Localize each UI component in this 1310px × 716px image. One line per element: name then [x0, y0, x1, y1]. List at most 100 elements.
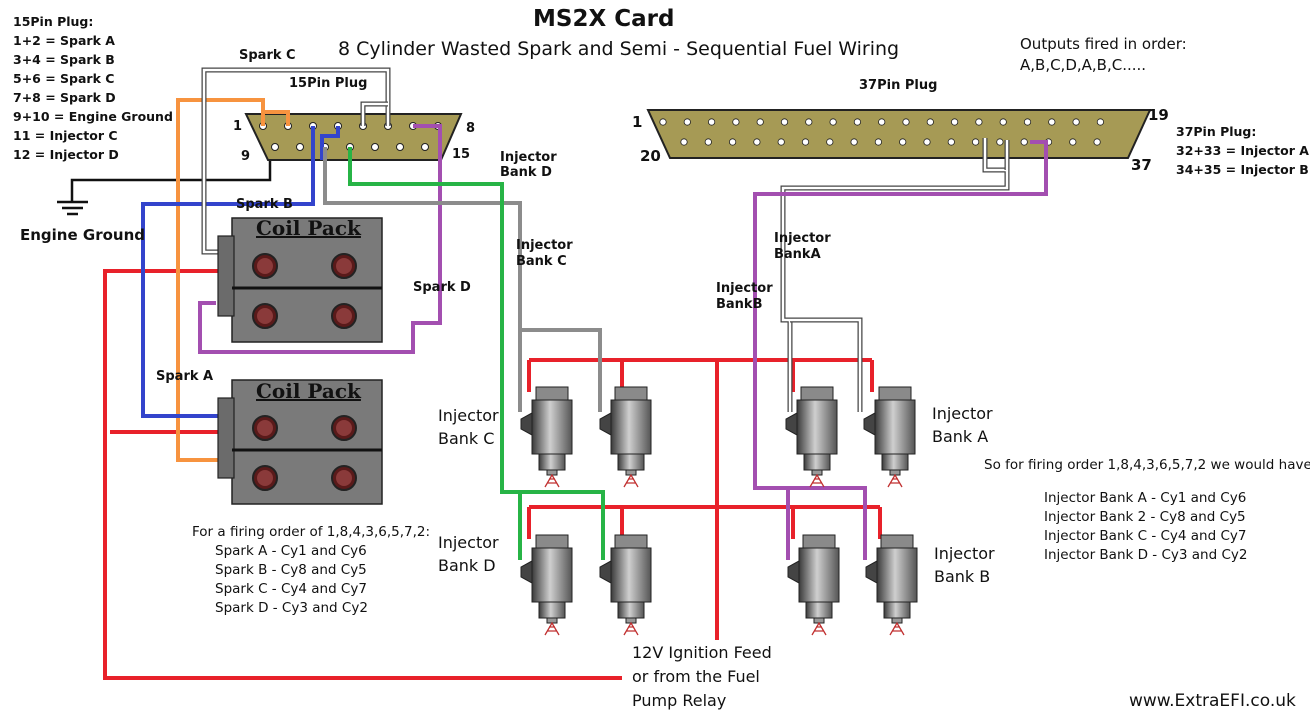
- label-line: Injector: [516, 238, 573, 253]
- bank-label-line: Bank C: [438, 429, 495, 448]
- bank-label-line: Injector: [438, 533, 499, 552]
- pin-37-bottom: [801, 138, 810, 146]
- label-spark-b: Spark B: [236, 197, 293, 212]
- pin-37-bottom: [874, 138, 883, 146]
- pin-37-bottom: [704, 138, 712, 146]
- pin-37-top: [683, 118, 691, 126]
- firing-line: Injector Bank C - Cy4 and Cy7: [1044, 528, 1247, 544]
- pin-37-bottom: [923, 138, 931, 146]
- injector-bank-a: [785, 386, 916, 488]
- pin-37-bottom: [996, 138, 1004, 146]
- label-line: BankA: [774, 247, 821, 262]
- legend-line: 37Pin Plug:: [1176, 124, 1257, 139]
- firing-line: Injector Bank 2 - Cy8 and Cy5: [1044, 509, 1246, 525]
- pin-37-bottom: [1020, 138, 1028, 146]
- feed-note-line: Pump Relay: [632, 691, 727, 710]
- firing-line: Spark D - Cy3 and Cy2: [215, 600, 368, 616]
- label-line: Bank C: [516, 254, 567, 269]
- connector-37pin: [646, 109, 1152, 159]
- outputs-note-line: Outputs fired in order:: [1020, 35, 1187, 53]
- label-line: Injector: [500, 150, 557, 165]
- pin-37-top: [780, 118, 789, 126]
- legend-line: 3+4 = Spark B: [13, 52, 115, 67]
- plug15-pin-1: 1: [233, 119, 243, 134]
- pin-37-bottom: [971, 138, 980, 146]
- legend-line: 1+2 = Spark A: [13, 33, 115, 48]
- pin-37-top: [1096, 118, 1105, 126]
- legend-line: 9+10 = Engine Ground: [13, 109, 173, 124]
- pin-37-bottom: [899, 138, 907, 146]
- page-title: MS2X Card: [533, 6, 675, 32]
- bank-d-label: Injector Bank D: [438, 531, 499, 577]
- feed-note: 12V Ignition Feed or from the Fuel Pump …: [632, 641, 772, 713]
- label-line: Bank D: [500, 165, 552, 180]
- plug37-label-text: 37Pin Plug: [859, 78, 938, 93]
- wire-spark-d: [198, 124, 442, 354]
- bank-b-label: Injector Bank B: [934, 542, 995, 588]
- label-injector-bank-c: Injector Bank C: [516, 238, 573, 270]
- bank-label-line: Injector: [932, 404, 993, 423]
- label-injector-bank-b: Injector BankB: [716, 281, 773, 313]
- label-injector-bank-a: Injector BankA: [774, 231, 831, 263]
- legend-line: 34+35 = Injector B: [1176, 162, 1309, 177]
- pin-37-bottom: [850, 138, 858, 146]
- label-spark-a: Spark A: [156, 369, 214, 384]
- page-subtitle: 8 Cylinder Wasted Spark and Semi - Seque…: [338, 38, 900, 60]
- website-link[interactable]: www.ExtraEFI.co.uk: [1129, 691, 1296, 711]
- firing-line: Injector Bank A - Cy1 and Cy6: [1044, 490, 1247, 506]
- plug15-label: 15Pin Plug: [289, 76, 368, 91]
- pin-37-bottom: [1093, 138, 1101, 146]
- wire-injector-b: [753, 140, 1048, 560]
- wire-injector-a: [780, 138, 1010, 412]
- power-wires-red: [103, 269, 882, 680]
- pin-37-top: [999, 118, 1007, 126]
- pin-37-top: [926, 118, 934, 126]
- plug15-legend: 15Pin Plug: 1+2 = Spark A 3+4 = Spark B …: [13, 12, 173, 164]
- pin-37-top: [829, 118, 837, 126]
- pin-37-bottom: [826, 138, 834, 146]
- legend-line: 7+8 = Spark D: [13, 90, 116, 105]
- outputs-note-line: A,B,C,D,A,B,C.....: [1020, 56, 1147, 74]
- injector-bank-c: [520, 386, 652, 488]
- label-line: Injector: [716, 281, 773, 296]
- pin-37-top: [853, 118, 862, 126]
- legend-line: 32+33 = Injector A: [1176, 143, 1309, 158]
- coil-pack-2-label: Coil Pack: [256, 379, 361, 403]
- label-spark-c: Spark C: [239, 48, 296, 63]
- pin-37-top: [805, 118, 813, 126]
- label-engine-ground: Engine Ground: [20, 226, 145, 244]
- feed-note-line: or from the Fuel: [632, 667, 760, 686]
- pin-37-top: [878, 118, 886, 126]
- firing-line: Injector Bank D - Cy3 and Cy2: [1044, 547, 1248, 563]
- pin-37-bottom: [753, 138, 761, 146]
- spark-firing-order: For a firing order of 1,8,4,3,6,5,7,2: S…: [192, 523, 430, 618]
- label-injector-bank-d: Injector Bank D: [500, 150, 557, 180]
- coil-pack-1-label: Coil Pack: [256, 216, 361, 240]
- plug15-pin-9: 9: [241, 149, 251, 164]
- pin-37-bottom: [728, 138, 737, 146]
- pin-37-top: [732, 118, 740, 126]
- wire-spark-b: [141, 126, 315, 418]
- pin-37-bottom: [777, 138, 785, 146]
- pin-37-top: [1048, 118, 1056, 126]
- outputs-note: Outputs fired in order: A,B,C,D,A,B,C...…: [1020, 34, 1187, 76]
- bank-c-label: Injector Bank C: [438, 404, 499, 450]
- legend-line: 5+6 = Spark C: [13, 71, 115, 86]
- label-spark-d: Spark D: [413, 280, 471, 295]
- plug37-legend: 37Pin Plug: 32+33 = Injector A 34+35 = I…: [1176, 122, 1309, 179]
- bank-label-line: Injector: [438, 406, 499, 425]
- plug37-pin-19: 19: [1148, 106, 1169, 124]
- bank-a-label: Injector Bank A: [932, 402, 993, 448]
- pin-37-top: [1023, 118, 1032, 126]
- plug15-pin-15: 15: [452, 147, 471, 162]
- pin-37-top: [950, 118, 959, 126]
- engine-ground-symbol: [57, 160, 272, 216]
- firing-line: Spark B - Cy8 and Cy5: [215, 562, 367, 578]
- plug37-pin-20: 20: [640, 147, 661, 165]
- injector-firing-order: Injector Bank A - Cy1 and Cy6 Injector B…: [1044, 489, 1247, 565]
- pin-37-top: [659, 118, 667, 126]
- label-line: Injector: [774, 231, 831, 246]
- legend-line: 15Pin Plug:: [13, 14, 94, 29]
